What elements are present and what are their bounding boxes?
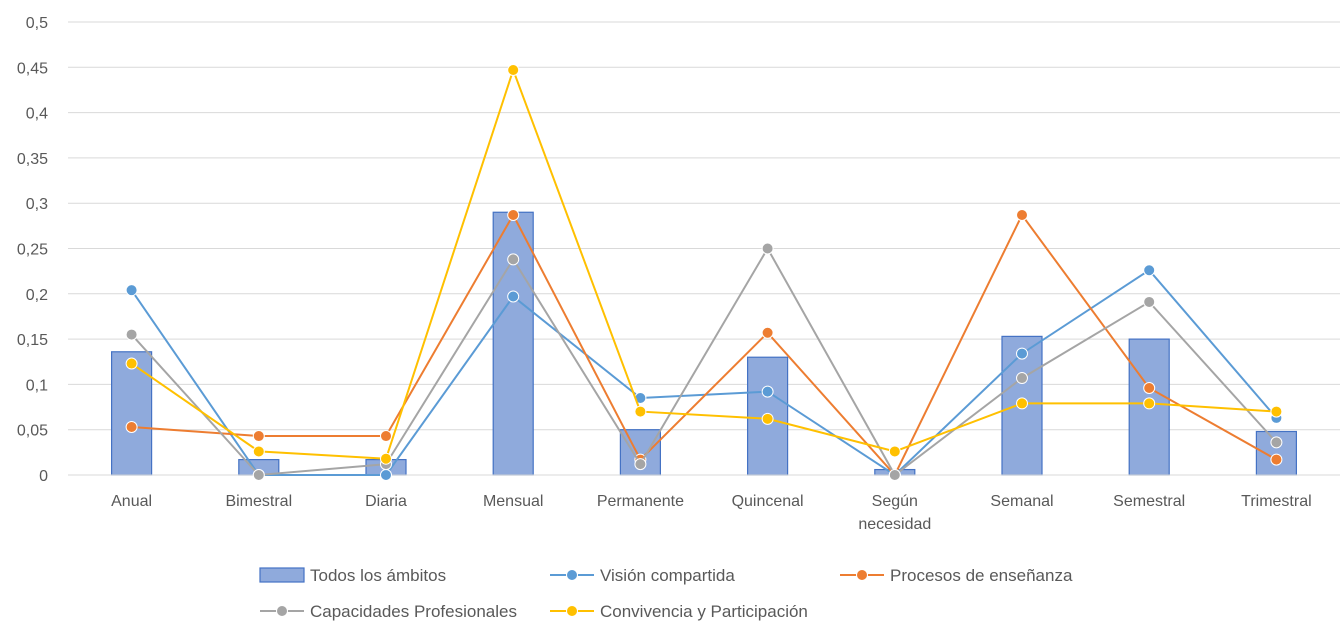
data-point	[761, 242, 774, 255]
y-tick-label: 0,5	[26, 15, 48, 32]
data-point	[380, 430, 392, 443]
x-tick-label: Bimestral	[225, 493, 292, 510]
x-tick-label: Según	[872, 493, 918, 510]
x-tick-label: Diaria	[365, 493, 407, 510]
y-tick-label: 0,4	[26, 106, 48, 123]
series-line	[125, 208, 1283, 481]
x-tick-label: Permanente	[597, 493, 684, 510]
y-tick-label: 0,35	[17, 151, 48, 168]
legend-marker	[566, 605, 578, 617]
data-point	[507, 208, 520, 221]
data-point	[761, 412, 774, 425]
data-point	[1016, 372, 1028, 385]
x-tick-label: Semanal	[990, 493, 1053, 510]
series-path	[130, 268, 1278, 477]
x-tick-label: Mensual	[483, 493, 543, 510]
data-point	[1270, 453, 1283, 466]
series-path	[131, 212, 1277, 477]
data-point	[252, 469, 265, 481]
data-point	[380, 469, 392, 481]
legend-marker	[856, 569, 868, 581]
y-tick-label: 0,15	[17, 332, 48, 349]
data-point	[252, 430, 265, 443]
legend-label: Visión compartida	[600, 566, 735, 585]
legend-item: Convivencia y Participación	[550, 602, 808, 621]
legend-label: Procesos de enseñanza	[890, 566, 1073, 585]
legend-label: Todos los ámbitos	[310, 566, 446, 585]
data-point	[761, 385, 774, 398]
y-tick-label: 0,1	[26, 377, 48, 394]
x-tick-label: Quincenal	[732, 493, 804, 510]
legend: Todos los ámbitos Visión compartida Proces…	[259, 566, 1073, 621]
data-point	[634, 458, 647, 471]
y-tick-label: 0,45	[17, 60, 48, 77]
data-point	[1143, 295, 1156, 308]
bar	[492, 211, 534, 476]
data-point	[125, 357, 138, 370]
y-tick-label: 0,2	[26, 287, 48, 304]
x-tick-label: necesidad	[858, 516, 931, 533]
legend-item: Visión compartida	[550, 566, 735, 585]
data-point	[1143, 382, 1156, 395]
series-path	[130, 246, 1278, 477]
data-point	[761, 326, 774, 339]
legend-label: Convivencia y Participación	[600, 602, 808, 621]
data-point	[1016, 397, 1028, 410]
y-tick-label: 0,25	[17, 242, 48, 259]
data-point	[1016, 208, 1028, 221]
data-point	[1270, 405, 1283, 418]
y-tick-label: 0	[39, 468, 48, 485]
x-tick-label: Semestral	[1113, 493, 1185, 510]
data-point	[125, 328, 138, 341]
legend-item: Todos los ámbitos	[259, 566, 446, 585]
series-line	[125, 64, 1283, 465]
series-path	[131, 66, 1277, 460]
data-point	[252, 445, 265, 458]
legend-label: Capacidades Profesionales	[310, 602, 517, 621]
data-point	[380, 452, 392, 465]
data-point	[1143, 397, 1156, 410]
series-line	[125, 242, 1283, 481]
series-line	[125, 264, 1283, 481]
data-point	[507, 64, 520, 77]
data-point	[634, 405, 647, 418]
data-point	[125, 284, 138, 297]
data-point	[507, 290, 520, 303]
data-point	[1270, 436, 1283, 449]
legend-marker	[276, 605, 288, 617]
legend-swatch	[259, 567, 305, 583]
x-tick-label: Trimestral	[1241, 493, 1312, 510]
y-tick-label: 0,05	[17, 423, 48, 440]
data-point	[1016, 347, 1028, 360]
legend-marker	[566, 569, 578, 581]
y-axis-tick-labels: 0 0,05 0,1 0,15 0,2 0,25 0,3 0,35 0,4 0,45 0,5	[17, 15, 48, 485]
x-tick-label: Anual	[111, 493, 152, 510]
data-point	[888, 469, 901, 481]
y-tick-label: 0,3	[26, 196, 48, 213]
bar	[110, 351, 153, 476]
x-axis-tick-labels: Anual Bimestral Diaria Mensual Permanente Qui…	[111, 493, 1312, 533]
data-point	[507, 253, 520, 266]
data-point	[1143, 264, 1156, 277]
data-point	[125, 420, 138, 433]
lines-layer	[125, 64, 1283, 481]
legend-item: Capacidades Profesionales	[260, 602, 517, 621]
grid-lines	[68, 21, 1340, 431]
data-point	[888, 445, 901, 458]
legend-item: Procesos de enseñanza	[840, 566, 1073, 585]
